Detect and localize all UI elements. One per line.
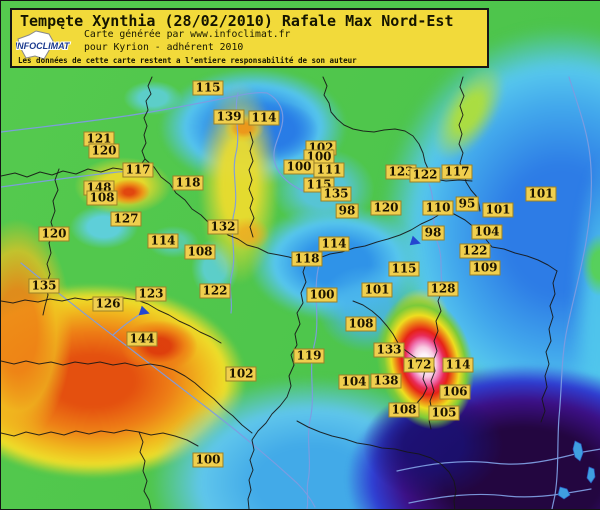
gust-value-label: 98: [335, 203, 359, 219]
gust-value-label: 100: [192, 452, 224, 468]
gust-value-label: 126: [92, 296, 124, 312]
gust-value-label: 122: [459, 243, 491, 259]
lakes: [557, 440, 596, 500]
gust-value-label: 106: [439, 384, 471, 400]
gust-value-label: 123: [135, 286, 167, 302]
gust-value-label: 114: [248, 110, 280, 126]
wind-flag-marker: [138, 305, 152, 319]
gust-value-label: 101: [525, 186, 557, 202]
gust-value-label: 114: [147, 233, 179, 249]
gust-value-label: 115: [192, 80, 224, 96]
gust-value-label: 120: [370, 200, 402, 216]
heat-blob: [122, 80, 184, 116]
logo-text: INFOCLIMAT: [16, 41, 71, 51]
gust-value-label: 144: [126, 331, 158, 347]
gust-value-label: 108: [86, 190, 118, 206]
gust-value-label: 105: [428, 405, 460, 421]
gust-value-label: 100: [306, 287, 338, 303]
member-line: pour Kyrion - adhérent 2010: [84, 42, 244, 53]
gust-value-label: 114: [318, 236, 350, 252]
gust-value-label: 117: [122, 162, 154, 178]
gust-value-label: 118: [172, 175, 204, 191]
gust-value-label: 108: [388, 402, 420, 418]
gust-value-label: 133: [373, 342, 405, 358]
gust-value-label: 121: [83, 131, 115, 147]
gust-value-label: 135: [320, 186, 352, 202]
heat-blob: [193, 67, 285, 299]
gust-value-label: 108: [184, 244, 216, 260]
gust-value-label: 122: [409, 167, 441, 183]
gust-value-label: 115: [388, 261, 420, 277]
gust-value-label: 128: [427, 281, 459, 297]
gust-value-label: 138: [370, 373, 402, 389]
france-silhouette-icon: INFOCLIMAT: [14, 30, 72, 60]
gust-value-label: 109: [469, 260, 501, 276]
gust-value-label: 139: [213, 109, 245, 125]
gust-value-label: 95: [455, 196, 479, 212]
gust-value-label: 118: [291, 251, 323, 267]
gust-value-label: 111: [313, 162, 345, 178]
gust-value-label: 127: [110, 211, 142, 227]
gust-value-label: 172: [403, 357, 435, 373]
gust-value-label: 123: [385, 164, 417, 180]
infoclimat-logo: INFOCLIMAT: [14, 30, 82, 62]
title-box: Tempęte Xynthia (28/02/2010) Rafale Max …: [10, 8, 489, 68]
gust-value-label: 122: [199, 283, 231, 299]
gust-value-label: 100: [283, 159, 315, 175]
gust-value-label: 101: [361, 282, 393, 298]
gust-value-label: 135: [28, 278, 60, 294]
gust-value-label: 108: [345, 316, 377, 332]
map-title: Tempęte Xynthia (28/02/2010) Rafale Max …: [20, 12, 454, 30]
gust-value-label: 120: [38, 226, 70, 242]
wind-flag-marker: [409, 235, 423, 249]
disclaimer: Les données de cette carte restent a l’e…: [18, 56, 357, 65]
gust-value-label: 119: [293, 348, 325, 364]
gust-value-label: 101: [482, 202, 514, 218]
gust-value-label: 117: [441, 164, 473, 180]
gust-value-label: 104: [471, 224, 503, 240]
gust-value-label: 102: [225, 366, 257, 382]
gust-value-label: 110: [422, 200, 454, 216]
gust-value-label: 104: [338, 374, 370, 390]
gust-value-label: 114: [442, 357, 474, 373]
credit-line: Carte générée par www.infoclimat.fr: [84, 29, 291, 40]
gust-value-label: 98: [421, 225, 445, 241]
gust-value-label: 132: [207, 219, 239, 235]
gust-value-label: 120: [88, 143, 120, 159]
